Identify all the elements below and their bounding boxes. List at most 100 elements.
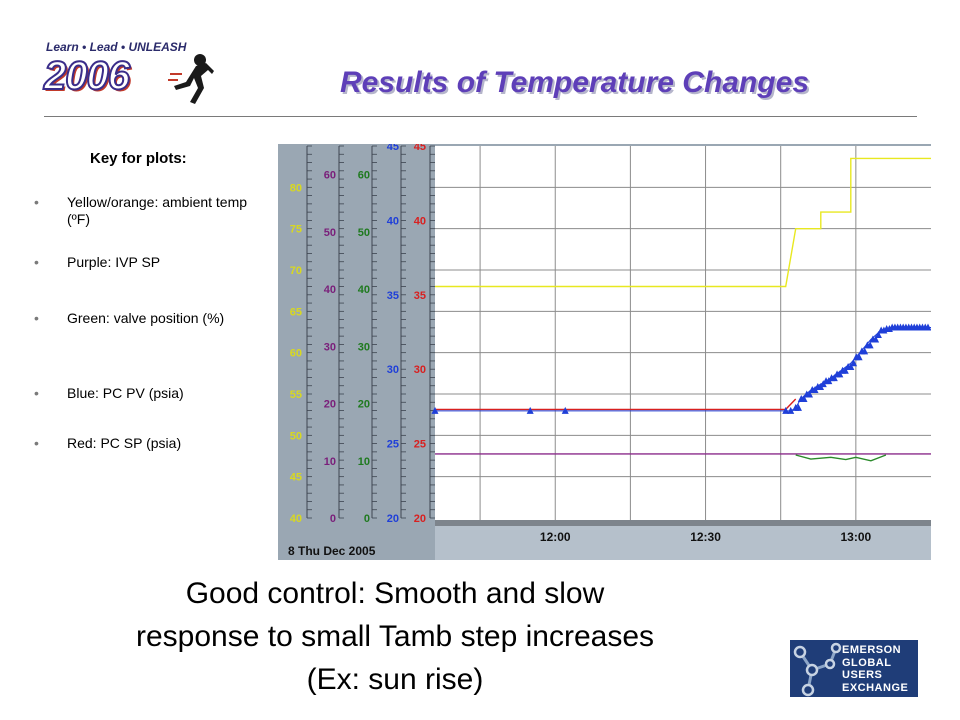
axis-tick-label-pc_sp: 30 [414,364,426,376]
axis-tick-label-ivp_sp: 60 [324,170,336,182]
caption-line: Good control: Smooth and slow [185,577,605,610]
slide-caption: Good control: Smooth and slow response t… [40,572,750,701]
axis-tick-label-ambient: 65 [290,306,302,318]
key-list: • Yellow/orange: ambient temp (ºF) • Purpl… [34,194,270,452]
axis-tick-label-ivp_sp: 20 [324,399,336,411]
logo-word-lead: Lead [89,40,118,54]
axis-tick-label-ambient: 75 [290,224,302,236]
badge-line: GLOBAL [842,656,892,669]
conference-logo: Learn • Lead • UNLEASH 2006 [43,40,214,110]
series-marker-pc-pv [855,353,863,361]
badge-line: EXCHANGE [842,681,909,694]
key-item-pc-pv: • Blue: PC PV (psia) [34,385,184,401]
series-marker-pc-pv [866,341,874,349]
series-marker-pc-pv [787,406,795,414]
series-marker-pc-pv [561,406,569,414]
axis-tick-label-ivp_sp: 40 [324,284,336,296]
time-axis-bar [435,526,931,560]
axis-tick-label-pc_sp: 35 [414,290,426,302]
series-marker-pc-pv [526,406,534,414]
series-marker-pc-pv [924,323,931,331]
emerson-users-exchange-logo: EMERSON GLOBAL USERS EXCHANGE [790,640,918,697]
axis-tick-label-valve: 60 [358,170,370,182]
logo-word-unleash: UNLEASH [128,40,187,54]
axis-tick-label-pc_sp: 40 [414,215,426,227]
axis-tick-label-valve: 20 [358,399,370,411]
x-tick-label: 12:30 [690,530,721,544]
page-title: Results of Temperature Changes [340,66,809,99]
trend-chart: 40 45 50 55 60 65 70 75 80 0 10 20 30 40 50 60 0 10 20 30 40… [278,144,931,560]
badge-line: EMERSON [842,644,902,656]
key-item-label: Blue: PC PV (psia) [67,385,184,401]
key-item-pc-sp: • Red: PC SP (psia) [34,435,182,451]
series-marker-pc-pv [841,366,849,374]
axis-scales: 40 45 50 55 60 65 70 75 80 0 10 20 30 40 50 60 0 10 20 30 40… [290,144,435,525]
axis-tick-label-ambient: 60 [290,348,302,360]
axis-tick-label-pc_pv: 20 [387,513,399,525]
axis-tick-label-pc_sp: 45 [414,144,426,153]
plot-grid [435,146,931,520]
series-marker-pc-pv [872,335,880,343]
key-item-label: Yellow/orange: ambient temp (ºF) [67,194,248,227]
axis-tick-label-ambient: 55 [290,389,302,401]
key-item-valve: • Green: valve position (%) [34,310,225,326]
time-scrollbar[interactable] [435,520,931,526]
key-item-ivp-sp: • Purple: IVP SP [34,254,161,270]
series-marker-pc-pv [806,390,814,398]
caption-line: (Ex: sun rise) [306,663,484,696]
axis-tick-label-ambient: 70 [290,265,302,277]
series-marker-pc-pv [830,374,838,382]
runner-icon [168,54,214,104]
x-tick-label: 12:00 [540,530,571,544]
key-item-ambient: • Yellow/orange: ambient temp (ºF) [34,194,248,227]
caption-line: response to small Tamb step increases [135,620,655,653]
axis-tick-label-ambient: 80 [290,182,302,194]
series-line-ambient [435,157,931,288]
axis-tick-label-valve: 40 [358,284,370,296]
molecule-icon [793,642,842,697]
key-item-label: Red: PC SP (psia) [67,435,182,451]
series-marker-pc-pv [782,406,790,414]
badge-line: USERS [842,669,883,681]
key-heading: Key for plots: [90,150,187,167]
logo-word-learn: Learn [46,40,79,54]
axis-tick-label-pc_pv: 40 [387,215,399,227]
axis-tick-label-valve: 10 [358,456,370,468]
axis-tick-label-ambient: 40 [290,513,302,525]
axis-tick-label-pc_pv: 30 [387,364,399,376]
logo-year: 2006 [43,53,131,99]
series-marker-pc-pv [861,347,869,355]
date-label: 8 Thu Dec 2005 [288,544,376,558]
key-item-label: Purple: IVP SP [67,254,161,270]
series-line-valve [795,454,887,462]
axis-tick-label-ivp_sp: 50 [324,227,336,239]
x-axis-ticks: 12:00 12:30 13:00 [540,530,872,544]
badge-text: EMERSON GLOBAL USERS EXCHANGE [842,644,908,694]
axis-tick-label-valve: 30 [358,341,370,353]
series-marker-pc-pv [847,362,855,370]
axis-tick-label-pc_pv: 45 [387,144,399,153]
axis-tick-label-ivp_sp: 10 [324,456,336,468]
series-marker-pc-pv [874,330,882,338]
series-marker-pc-pv [794,403,802,411]
axis-tick-label-valve: 50 [358,227,370,239]
axis-tick-label-ambient: 50 [290,430,302,442]
axis-tick-label-ambient: 45 [290,472,302,484]
x-tick-label: 13:00 [840,530,871,544]
axis-tick-label-ivp_sp: 0 [330,513,336,525]
plot-series [431,157,931,462]
series-marker-pc-pv [836,370,844,378]
axis-tick-label-pc_pv: 25 [387,439,399,451]
axis-tick-label-pc_sp: 25 [414,439,426,451]
series-marker-pc-pv [431,406,439,414]
logo-tagline: Learn • Lead • UNLEASH [46,40,187,54]
series-marker-pc-pv [850,359,858,367]
key-item-label: Green: valve position (%) [67,310,225,326]
axis-tick-label-ivp_sp: 30 [324,341,336,353]
axis-tick-label-valve: 0 [364,513,370,525]
axis-tick-label-pc_pv: 35 [387,290,399,302]
title-divider [44,116,917,117]
series-marker-pc-pv [800,394,808,402]
axis-tick-label-pc_sp: 20 [414,513,426,525]
plot-area [435,146,931,520]
